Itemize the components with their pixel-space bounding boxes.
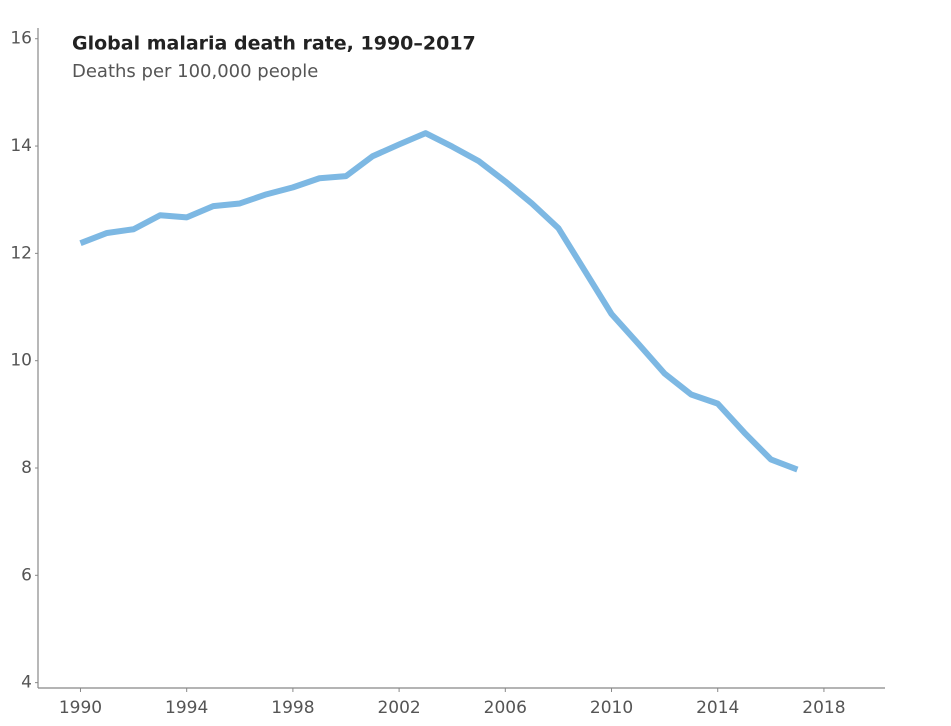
chart-title: Global malaria death rate, 1990–2017 xyxy=(72,33,476,55)
y-tick-label: 12 xyxy=(10,243,32,263)
x-tick-label: 2010 xyxy=(590,698,633,718)
y-tick-label: 16 xyxy=(10,29,32,49)
y-tick-label: 8 xyxy=(21,458,32,478)
y-tick-label: 10 xyxy=(10,351,32,371)
x-tick-label: 2018 xyxy=(802,698,845,718)
chart-subtitle: Deaths per 100,000 people xyxy=(72,61,318,82)
x-tick-label: 1990 xyxy=(59,698,102,718)
y-tick-label: 14 xyxy=(10,136,32,156)
line xyxy=(79,130,799,473)
x-tick-label: 2014 xyxy=(696,698,739,718)
x-tick-label: 2006 xyxy=(484,698,527,718)
x-tick-label: 1998 xyxy=(271,698,314,718)
y-tick-label: 4 xyxy=(21,673,32,693)
x-tick-label: 2002 xyxy=(377,698,420,718)
y-tick-label: 6 xyxy=(21,565,32,585)
x-tick-label: 1994 xyxy=(165,698,208,718)
